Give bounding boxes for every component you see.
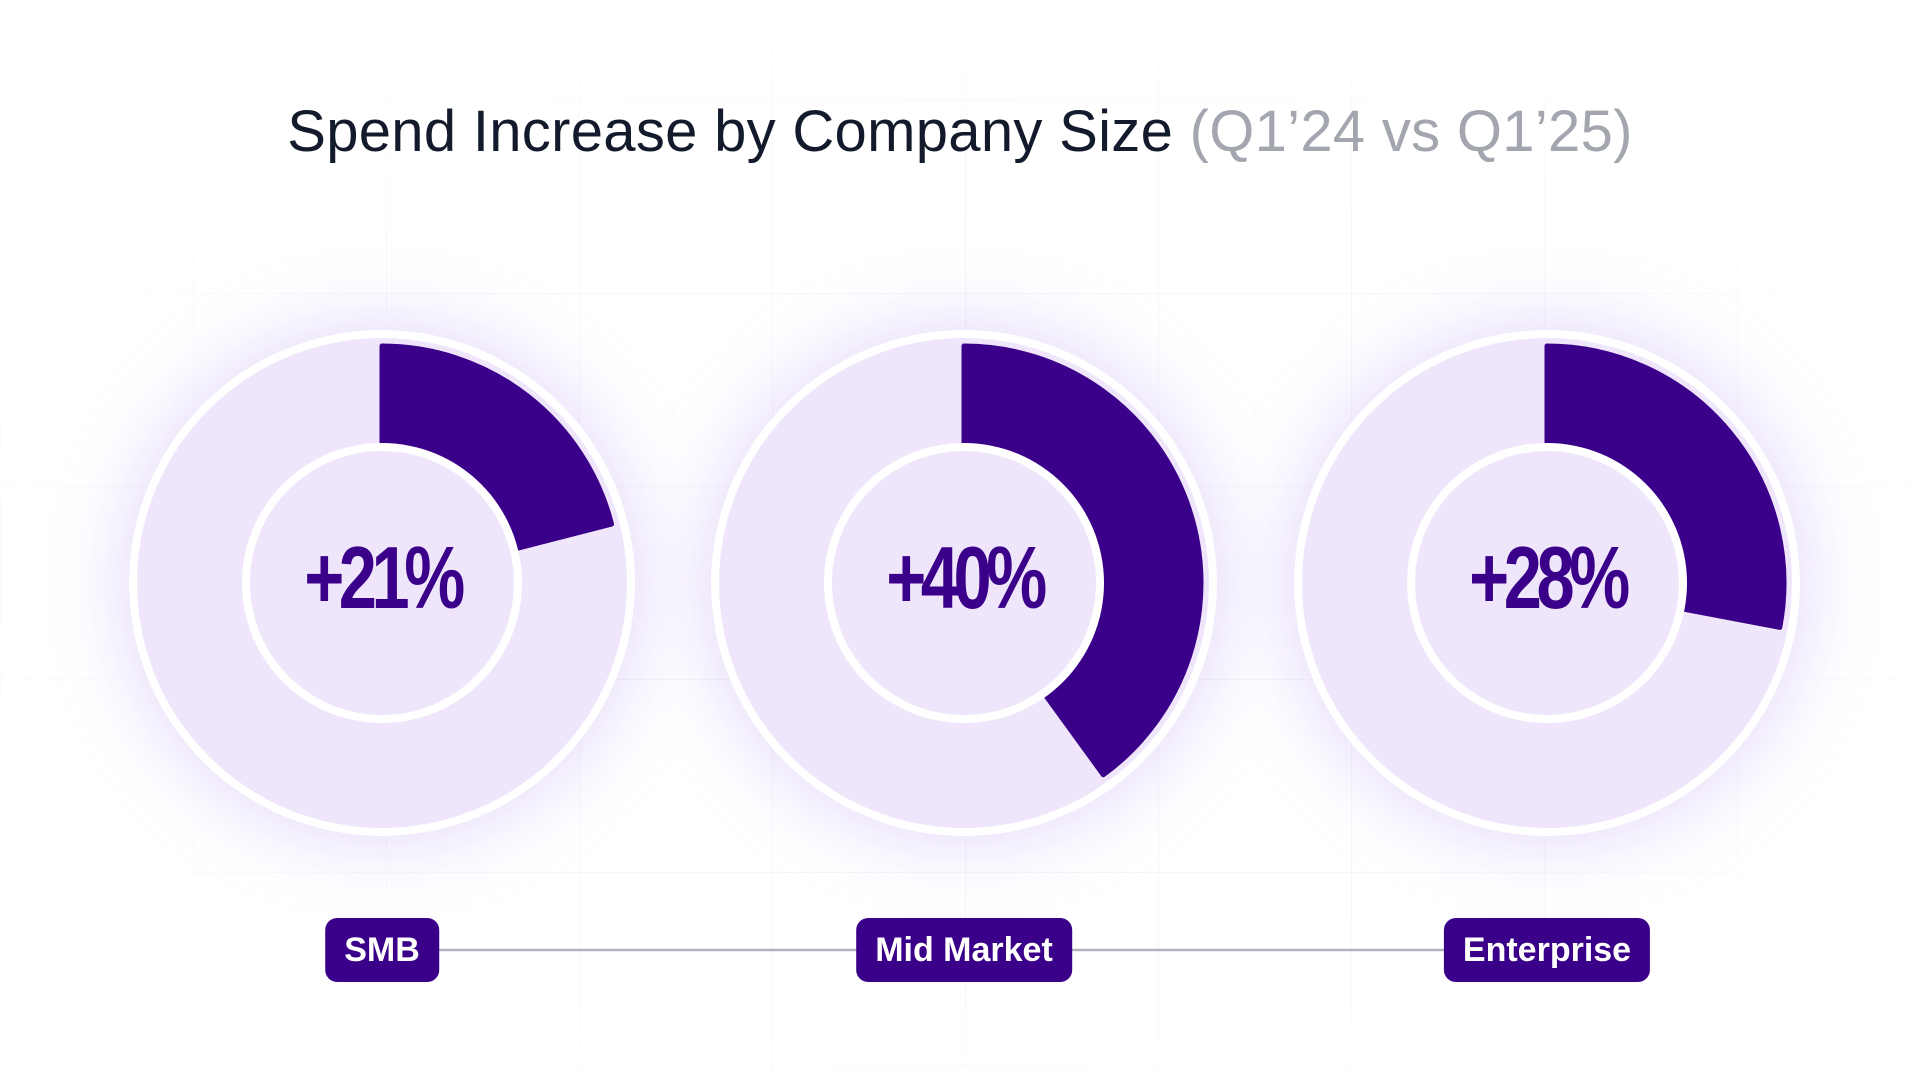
- donut-center: [1415, 451, 1679, 715]
- donut-center: [250, 451, 514, 715]
- chart-title-main: Spend Increase by Company Size: [287, 99, 1174, 164]
- chart-title-period: (Q1’24 vs Q1’25): [1189, 99, 1633, 164]
- category-pill: SMB: [325, 918, 439, 982]
- category-pill: Mid Market: [856, 918, 1072, 982]
- category-pill: Enterprise: [1443, 918, 1651, 982]
- chart-title: Spend Increase by Company Size (Q1’24 vs…: [0, 98, 1920, 165]
- donut-value-label: +21%: [304, 529, 464, 627]
- donut-value-label: +28%: [1469, 529, 1629, 627]
- donut-2: +40%: [709, 328, 1219, 838]
- donut-value-label: +40%: [886, 529, 1046, 627]
- donut-1: +21%: [127, 328, 637, 838]
- donut-center: [832, 451, 1096, 715]
- donut-3: +28%: [1292, 328, 1802, 838]
